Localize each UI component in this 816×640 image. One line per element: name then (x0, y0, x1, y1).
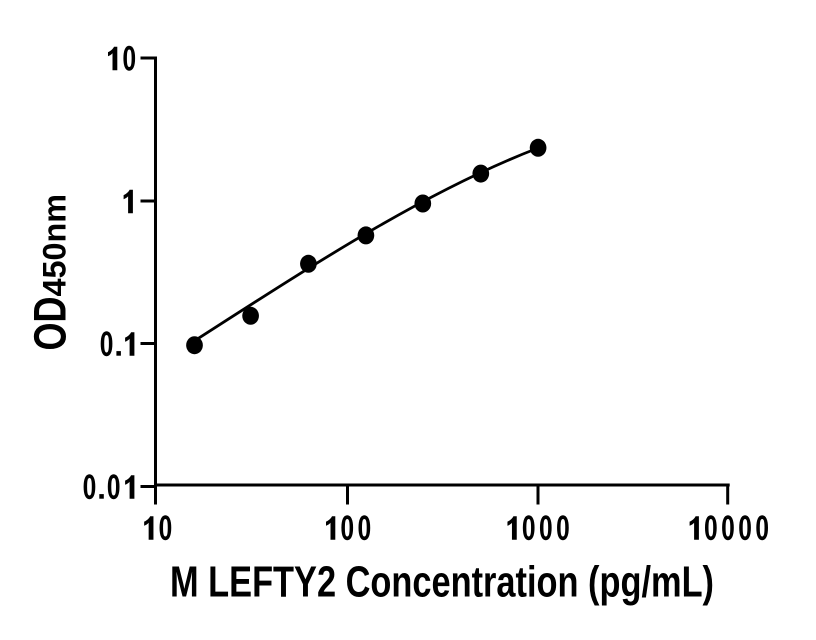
svg-text:OD450nm: OD450nm (25, 194, 76, 351)
svg-text:M LEFTY2 Concentration (pg/mL): M LEFTY2 Concentration (pg/mL) (170, 558, 714, 607)
